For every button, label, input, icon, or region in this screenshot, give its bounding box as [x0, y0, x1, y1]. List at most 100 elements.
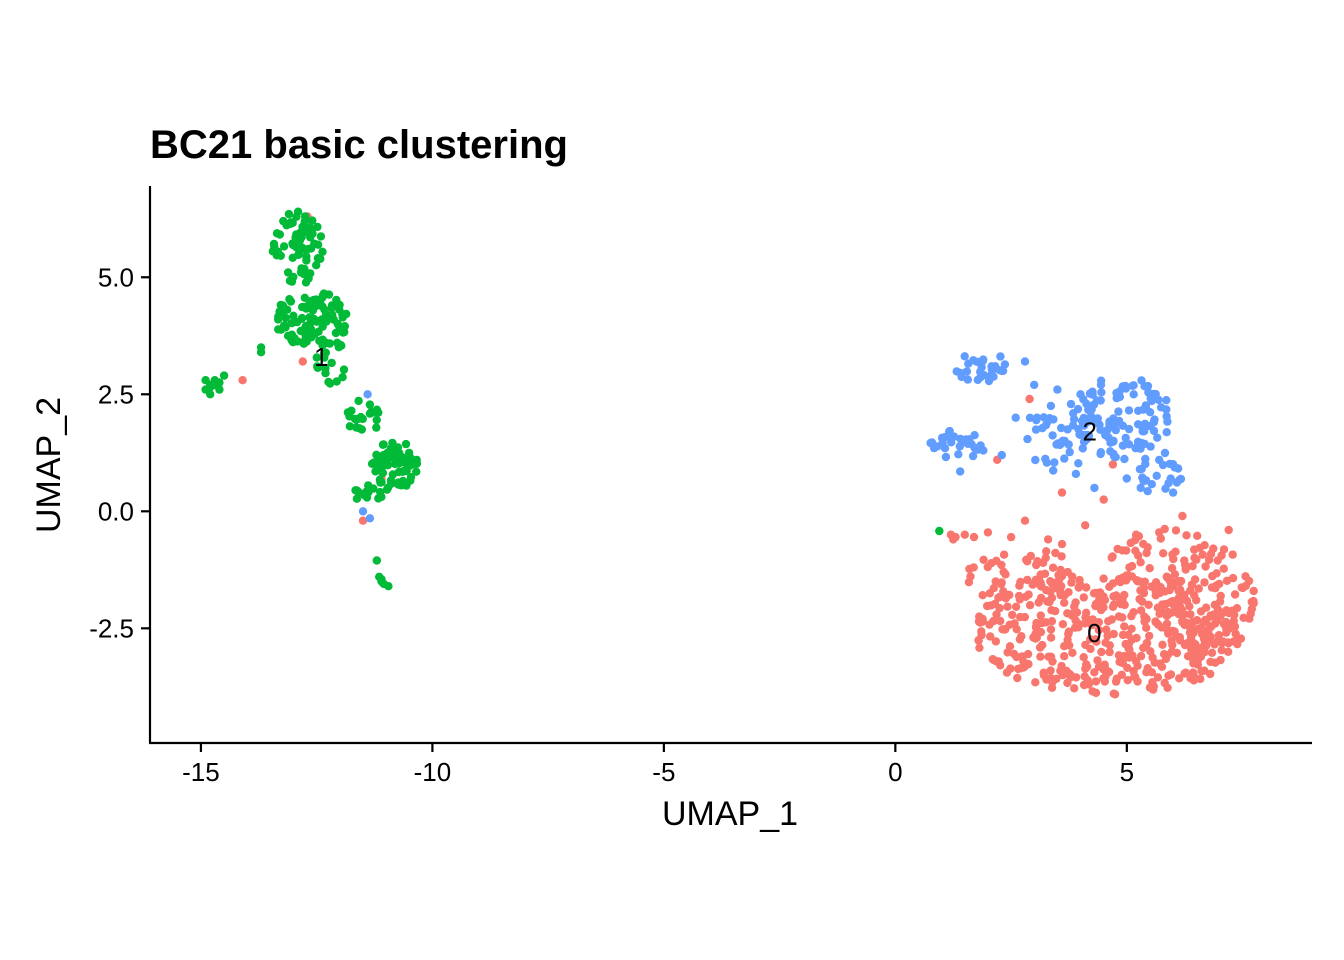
cluster-0-point: [1096, 605, 1106, 615]
cluster-0-point: [1249, 586, 1258, 596]
cluster-0-point: [1201, 562, 1210, 571]
cluster-2-point: [1078, 444, 1088, 453]
cluster-0-point: [1118, 573, 1128, 582]
cluster-1-point: [377, 575, 386, 584]
points-layer: [201, 207, 1258, 699]
cluster-2-point: [987, 370, 996, 379]
cluster-0-point: [1108, 579, 1118, 588]
cluster-0-point: [1123, 676, 1132, 685]
cluster-0-point: [1145, 564, 1154, 573]
cluster-2-point: [1151, 389, 1160, 399]
cluster-2-point: [996, 352, 1005, 361]
cluster-0-point: [1036, 593, 1046, 603]
cluster-0-point: [969, 532, 979, 542]
cluster-0-point: [1131, 546, 1140, 555]
cluster-2-point: [1146, 421, 1155, 431]
cluster-2-point: [1023, 434, 1032, 444]
cluster-2-point: [972, 445, 981, 454]
cluster-0-point: [1016, 577, 1025, 587]
cluster-0-point: [1001, 594, 1010, 603]
cluster-0-point: [1025, 394, 1034, 404]
cluster-2-point: [1114, 407, 1123, 416]
cluster-0-point: [1060, 598, 1069, 607]
cluster-1-point: [256, 348, 266, 357]
cluster-0-point: [1028, 580, 1037, 589]
cluster-0-point: [1104, 617, 1113, 626]
cluster-2-point: [1129, 390, 1138, 399]
cluster-0-point: [1188, 668, 1198, 677]
cluster-0-point: [1200, 642, 1210, 651]
cluster-1-point: [275, 230, 284, 239]
cluster-0-point: [1046, 633, 1056, 642]
cluster-2-point: [1158, 460, 1168, 470]
cluster-2-point: [997, 450, 1006, 460]
cluster-0-point: [1193, 531, 1202, 540]
cluster-0-point: [1088, 687, 1097, 696]
cluster-1-point: [286, 218, 295, 227]
cluster-0-point: [1161, 654, 1171, 664]
cluster-0-point: [1099, 674, 1108, 683]
cluster-0-point: [1008, 610, 1017, 620]
cluster-0-point: [1002, 668, 1012, 677]
cluster-2-point: [1096, 448, 1106, 457]
cluster-0-point: [1167, 608, 1177, 617]
cluster-0-point: [1082, 660, 1091, 669]
cluster-2-point: [1139, 477, 1148, 486]
cluster-0-point: [1148, 653, 1157, 662]
cluster-0-point: [1042, 547, 1051, 556]
cluster-1-point: [347, 406, 356, 415]
cluster-0-point: [1201, 618, 1211, 627]
x-tick-label: 5: [1120, 757, 1134, 787]
cluster-0-point: [1046, 625, 1056, 634]
cluster-0-point: [1143, 543, 1152, 552]
cluster-0-point: [1182, 531, 1191, 540]
y-tick-label: 5.0: [98, 262, 134, 292]
cluster-2-point: [1160, 448, 1170, 458]
cluster-1-point: [219, 371, 229, 380]
cluster-0-point: [1083, 676, 1092, 685]
cluster-0-point: [1209, 544, 1218, 553]
cluster-0-point: [1011, 602, 1021, 611]
x-tick-label: 0: [888, 757, 902, 787]
cluster-2-point: [1124, 440, 1134, 449]
cluster-0-point: [1247, 604, 1257, 614]
cluster-0-point: [1149, 682, 1159, 691]
cluster-2-point: [979, 355, 988, 364]
cluster-2-point: [1011, 413, 1020, 422]
cluster-0-point: [1198, 550, 1207, 559]
cluster-0-point: [1142, 614, 1151, 624]
cluster-2-point: [1000, 360, 1010, 369]
cluster-1-point: [384, 582, 393, 591]
cluster-0-point: [1127, 611, 1136, 621]
cluster-1-point: [312, 261, 321, 270]
cluster-0-point: [1068, 648, 1077, 657]
cluster-0-point: [1003, 602, 1012, 611]
cluster-0-point: [1201, 603, 1211, 612]
cluster-2-point: [1170, 463, 1179, 472]
cluster-0-point: [1109, 600, 1119, 609]
cluster-0-point: [358, 516, 368, 525]
cluster-0-point: [1123, 652, 1133, 662]
cluster-1-point: [269, 239, 279, 249]
cluster-0-point: [1109, 689, 1119, 698]
cluster-0-point: [1127, 624, 1136, 633]
cluster-2-point: [1140, 382, 1149, 391]
cluster-0-point: [1108, 460, 1118, 469]
cluster-0-point: [1079, 593, 1089, 602]
cluster-2-point: [927, 438, 937, 447]
cluster-0-point: [1056, 565, 1065, 575]
cluster-1-point: [206, 390, 215, 399]
cluster-0-point: [1020, 516, 1030, 525]
cluster-0-point: [1224, 525, 1233, 535]
cluster-0-point: [1180, 640, 1190, 650]
cluster-2-point: [1129, 381, 1138, 390]
cluster-0-point: [1228, 550, 1237, 559]
cluster-2-point: [1032, 413, 1042, 422]
cluster-2-point: [1137, 464, 1146, 474]
cluster-0-point: [1063, 635, 1072, 644]
cluster-1-point: [367, 407, 376, 416]
cluster-0-point: [1063, 567, 1072, 577]
cluster-0-point: [1025, 601, 1035, 610]
cluster-0-point: [1180, 556, 1189, 565]
